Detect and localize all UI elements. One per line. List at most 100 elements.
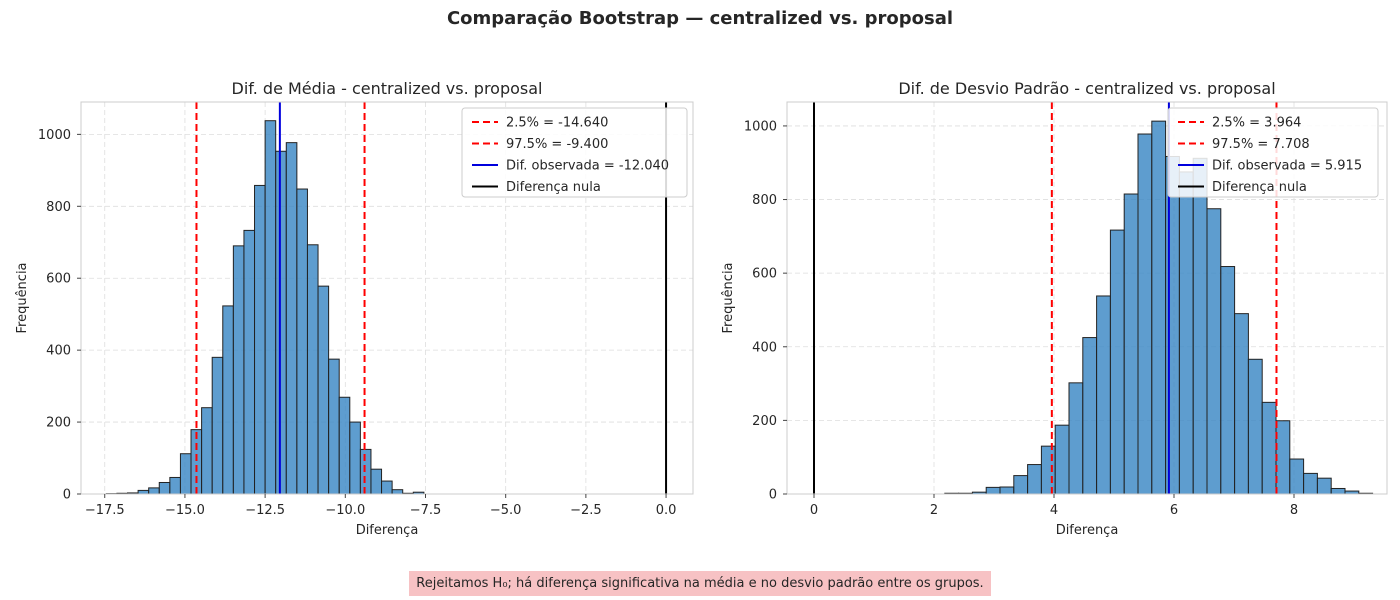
x-tick-label: −10.0 xyxy=(325,503,365,518)
chart-title: Dif. de Desvio Padrão - centralized vs. … xyxy=(898,79,1275,98)
histogram-bar xyxy=(1054,424,1070,495)
histogram-bar xyxy=(370,468,383,495)
histogram-bar xyxy=(328,358,340,495)
legend-label: 2.5% = -14.640 xyxy=(506,116,608,131)
histogram-bar xyxy=(1137,133,1153,495)
legend-label: 97.5% = -9.400 xyxy=(506,137,608,152)
histogram-bar xyxy=(275,150,287,495)
histogram-bar xyxy=(1261,401,1277,495)
legend-label: Diferença nula xyxy=(506,180,601,195)
histogram-bar xyxy=(1109,229,1125,495)
histogram-bar xyxy=(285,142,298,495)
y-tick-label: 0 xyxy=(63,488,71,503)
histogram-bar xyxy=(1247,358,1263,495)
y-tick-label: 0 xyxy=(769,488,777,503)
std-difference-chart: 0 2 4 6 8 0 200 400 600 800 1000 Dif. de Desvio Pad… xyxy=(721,79,1388,538)
y-axis-label: Frequência xyxy=(721,262,736,333)
histogram-bar xyxy=(1082,337,1098,495)
histogram-bar xyxy=(1289,458,1305,495)
chart-title: Dif. de Média - centralized vs. proposal xyxy=(232,79,543,98)
x-tick-label: 6 xyxy=(1170,503,1178,518)
y-tick-label: 800 xyxy=(46,200,71,215)
y-axis-label: Frequência xyxy=(15,262,30,333)
histogram-bar xyxy=(1123,193,1139,495)
legend-label: 97.5% = 7.708 xyxy=(1212,137,1310,152)
histogram-bar xyxy=(1068,382,1084,495)
histogram-bar xyxy=(1330,487,1346,495)
histogram-bar xyxy=(338,396,351,495)
legend-box xyxy=(1167,107,1379,198)
histogram-bar xyxy=(211,356,224,495)
histogram-bar xyxy=(254,184,266,495)
histogram-bar xyxy=(201,407,213,495)
x-axis-label: Diferença xyxy=(1056,523,1119,538)
histogram-bar xyxy=(306,244,319,495)
legend-label: Dif. observada = -12.040 xyxy=(506,159,669,174)
histogram-bar xyxy=(1234,313,1249,495)
verdict-box: Rejeitamos H₀; há diferença significativ… xyxy=(0,571,1400,596)
histogram-bars xyxy=(105,120,425,495)
histogram-bar xyxy=(1040,445,1056,495)
legend-label: 2.5% = 3.964 xyxy=(1212,116,1301,131)
histogram-bar xyxy=(158,481,171,495)
histogram-bar xyxy=(381,480,393,495)
x-tick-label: −15.0 xyxy=(165,503,205,518)
y-tick-label: 600 xyxy=(46,272,71,287)
legend-label: Dif. observada = 5.915 xyxy=(1212,159,1362,174)
histogram-bar xyxy=(148,487,160,495)
histogram-bar xyxy=(359,448,372,495)
x-tick-label: −7.5 xyxy=(410,503,442,518)
histogram-bar xyxy=(1206,208,1222,495)
y-tick-label: 400 xyxy=(752,340,777,355)
histogram-bar xyxy=(1192,157,1208,495)
y-tick-label: 200 xyxy=(752,414,777,429)
legend: 2.5% = -14.640 97.5% = -9.400 Dif. observa… xyxy=(461,107,688,198)
histogram-bar xyxy=(349,421,361,495)
histogram-bar xyxy=(169,476,181,495)
plot-frame xyxy=(786,101,1388,495)
plot-frame xyxy=(80,101,694,495)
histogram-bar xyxy=(391,489,404,495)
histogram-bar xyxy=(985,486,1001,495)
histogram-bar xyxy=(999,486,1015,495)
histogram-bar xyxy=(317,285,330,495)
histogram-bar xyxy=(1027,464,1042,495)
histogram-bar xyxy=(1220,266,1236,495)
histogram-bar xyxy=(1303,472,1318,495)
y-tick-label: 1000 xyxy=(38,128,71,143)
y-tick-label: 400 xyxy=(46,344,71,359)
legend: 2.5% = 3.964 97.5% = 7.708 Dif. observada … xyxy=(1167,107,1379,198)
histogram-bar xyxy=(243,229,256,495)
mean-difference-chart: −17.5 −15.0 −12.5 −10.0 −7.5 −5.0 −2.5 0.0 0 200 4… xyxy=(15,79,694,538)
x-tick-label: 0.0 xyxy=(656,503,677,518)
histogram-bar xyxy=(1178,171,1194,495)
histogram-bar xyxy=(1316,477,1332,495)
histogram-bar xyxy=(296,188,308,495)
histogram-bar xyxy=(137,489,150,495)
histogram-bar xyxy=(1096,295,1111,495)
histogram-bar xyxy=(1013,475,1029,495)
x-axis-label: Diferença xyxy=(356,523,419,538)
x-tick-label: −5.0 xyxy=(490,503,522,518)
histogram-bar xyxy=(179,453,192,495)
x-tick-label: 4 xyxy=(1050,503,1058,518)
x-tick-label: 2 xyxy=(930,503,938,518)
x-tick-label: −12.5 xyxy=(245,503,285,518)
x-tick-label: −17.5 xyxy=(85,503,125,518)
legend-label: Diferença nula xyxy=(1212,180,1307,195)
histogram-bar xyxy=(190,429,203,495)
legend-box xyxy=(461,107,688,198)
histogram-bar xyxy=(264,120,277,495)
verdict-text: Rejeitamos H₀; há diferença significativ… xyxy=(409,571,991,596)
y-tick-label: 800 xyxy=(752,193,777,208)
histogram-bar xyxy=(1151,120,1167,495)
x-tick-label: 8 xyxy=(1290,503,1298,518)
histogram-bar xyxy=(1275,420,1291,495)
histogram-bar xyxy=(222,305,234,495)
x-tick-label: 0 xyxy=(810,503,818,518)
y-tick-label: 200 xyxy=(46,416,71,431)
y-tick-label: 1000 xyxy=(744,119,777,134)
y-tick-label: 600 xyxy=(752,267,777,282)
histogram-bar xyxy=(1165,155,1180,495)
histogram-bars xyxy=(944,120,1374,495)
